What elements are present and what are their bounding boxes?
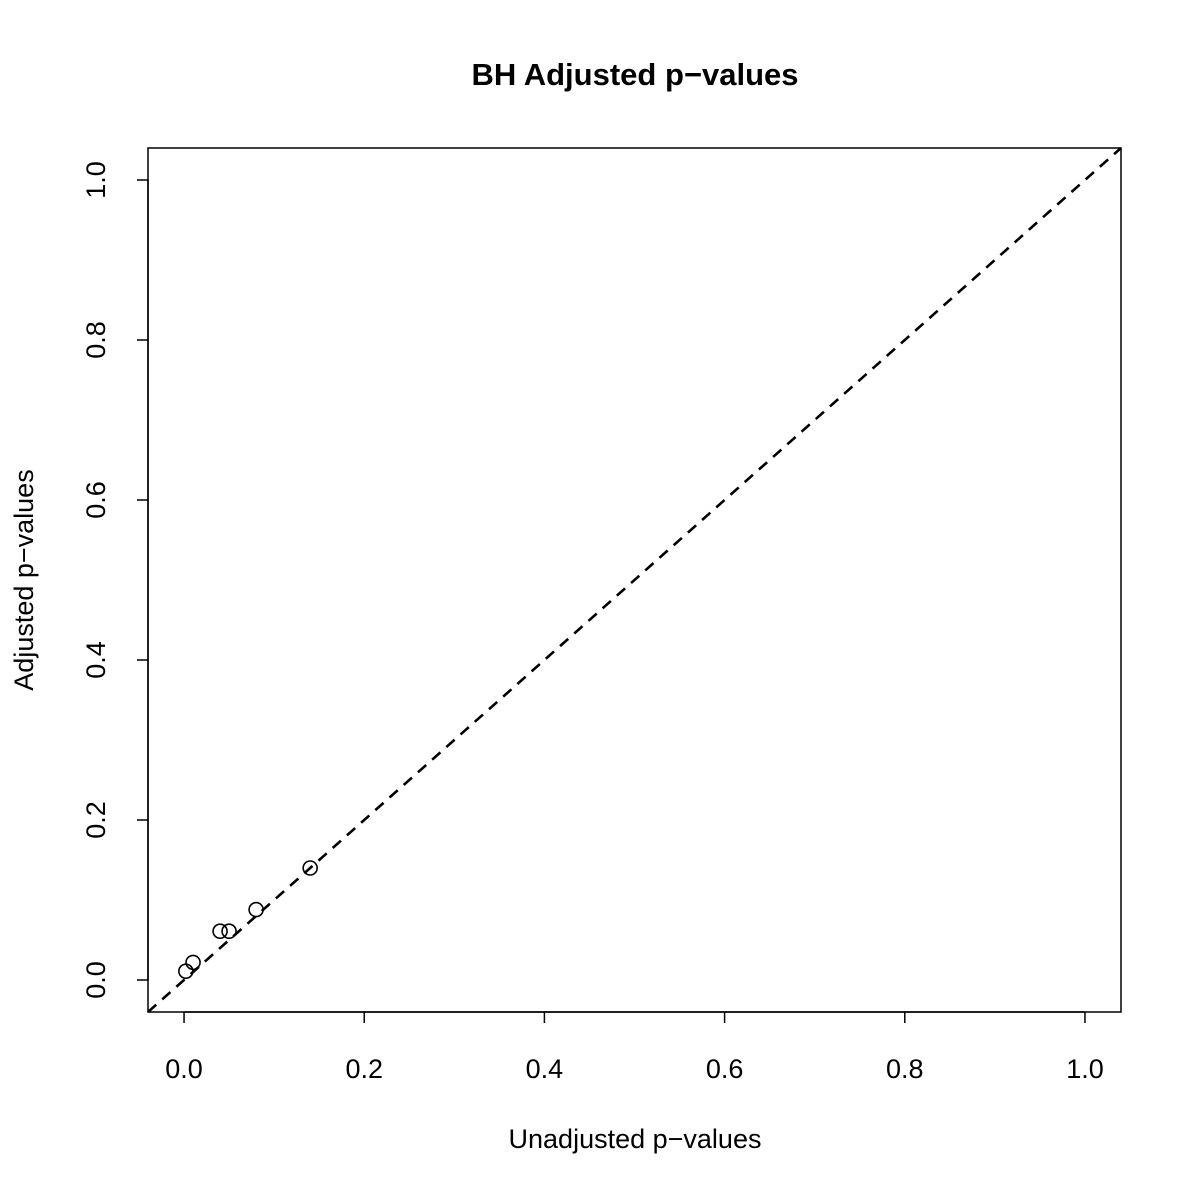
x-axis: 0.0 0.2 0.4 0.6 0.8 1.0 [165,1011,1104,1084]
chart-title: BH Adjusted p−values [471,57,798,92]
x-tick-label: 0.4 [526,1054,564,1084]
y-axis-label: Adjusted p−values [9,469,39,690]
data-point-2 [185,954,201,971]
data-point-3 [212,923,228,940]
y-tick-label: 0.8 [81,321,111,359]
y-tick-label: 1.0 [81,161,111,199]
x-tick-label: 1.0 [1066,1054,1104,1084]
y-axis: 0.0 0.2 0.4 0.6 0.8 1.0 [81,161,149,999]
data-point-5 [248,901,264,918]
identity-reference-line [147,147,1122,1013]
points-layer [178,860,318,980]
y-tick-label: 0.2 [81,801,111,839]
x-tick-label: 0.8 [886,1054,924,1084]
x-tick-label: 0.0 [165,1054,203,1084]
data-point-1 [178,963,194,980]
y-tick-label: 0.6 [81,481,111,519]
y-tick-label: 0.4 [81,641,111,679]
y-tick-label: 0.0 [81,961,111,999]
x-axis-label: Unadjusted p−values [509,1124,762,1154]
data-point-4 [221,923,237,940]
x-tick-label: 0.2 [345,1054,383,1084]
reference-line-layer [147,147,1122,1013]
data-point-6 [302,860,318,876]
x-tick-label: 0.6 [706,1054,744,1084]
